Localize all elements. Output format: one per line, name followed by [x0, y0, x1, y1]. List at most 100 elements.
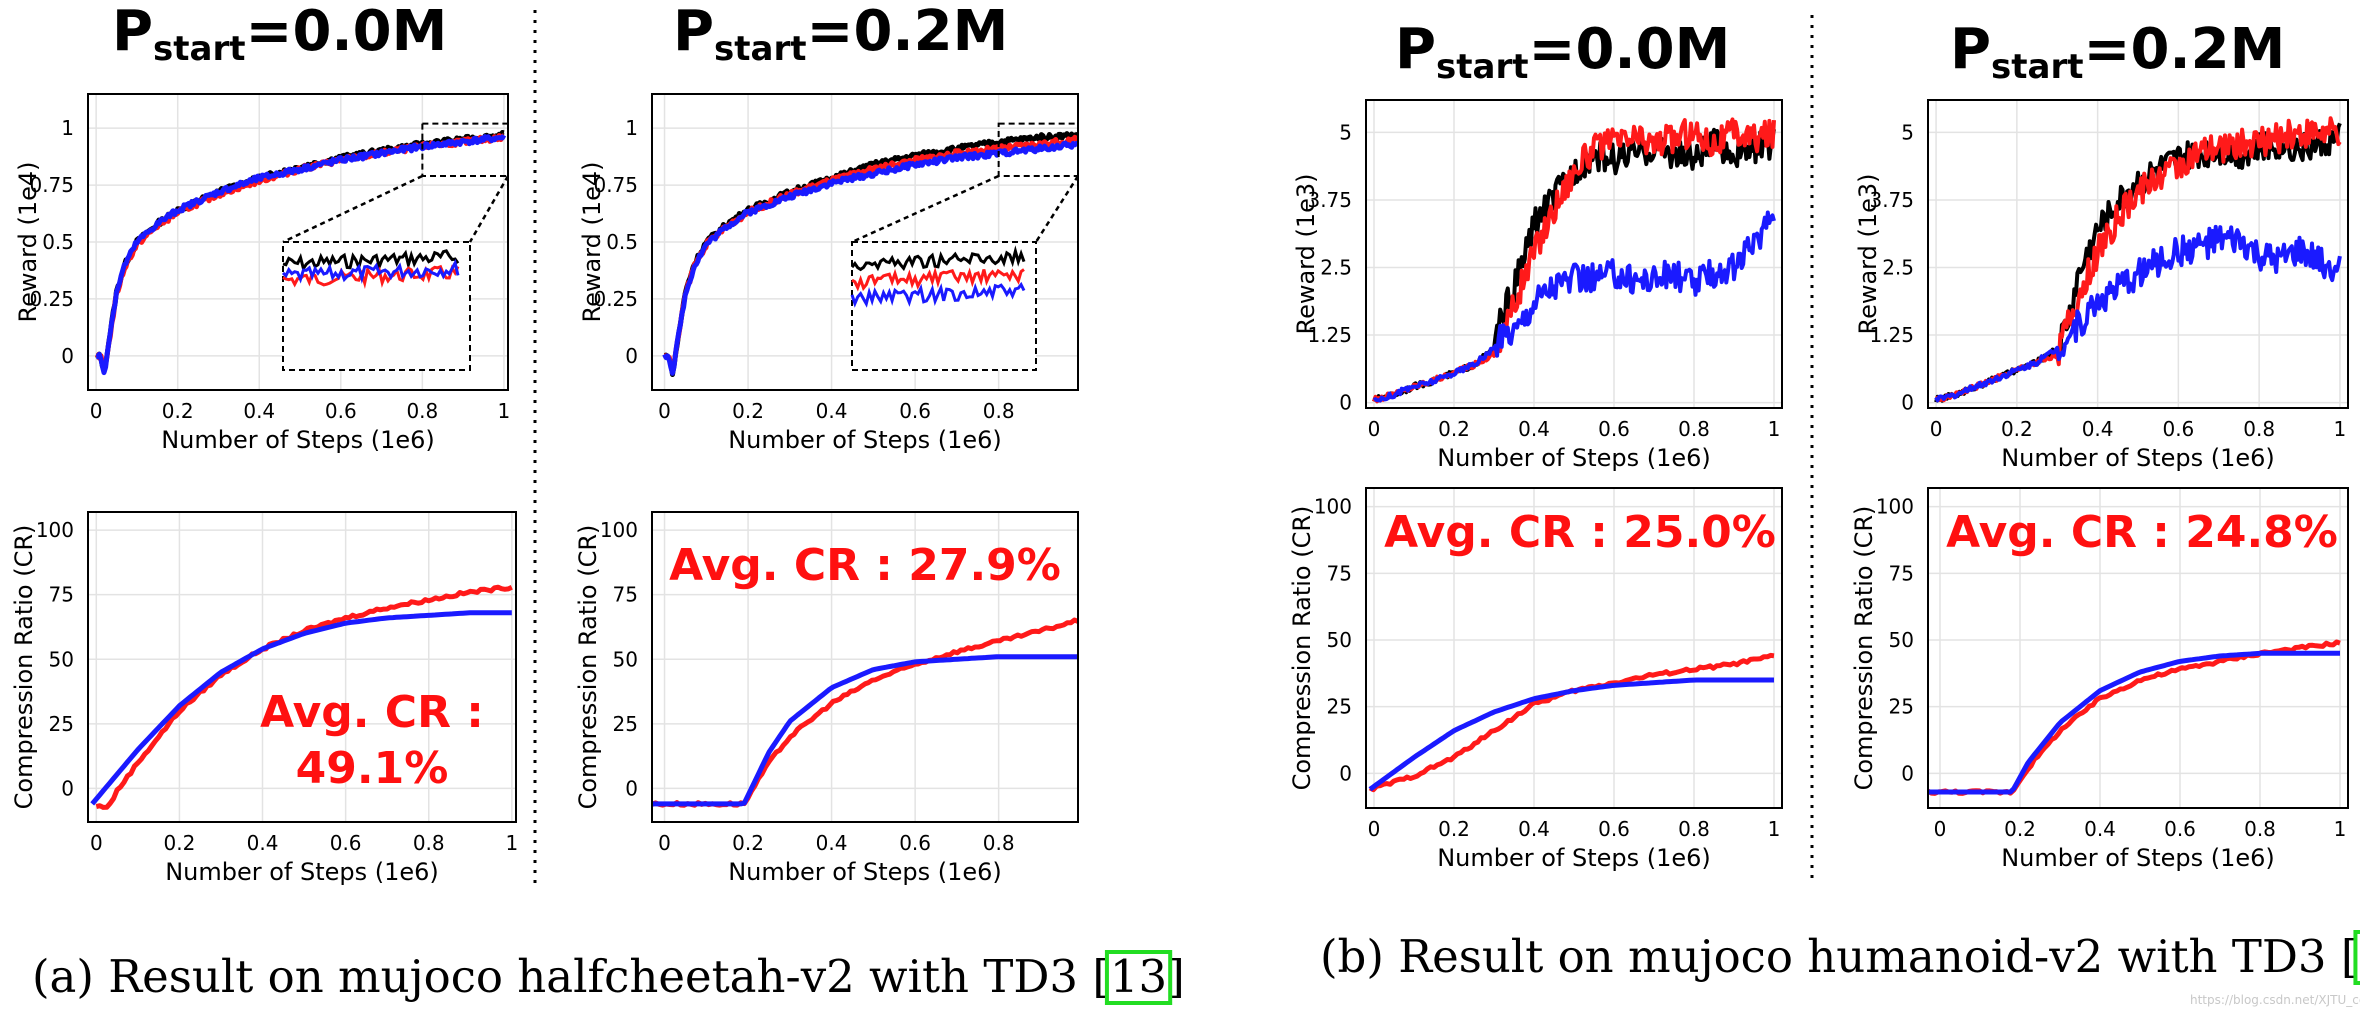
chart-hc-cr-pstart-0: 0 0.2 0.4 0.6 0.8 1 0 25 50 75 100 Number of Steps …	[10, 511, 518, 886]
x-tick-label: 0	[1368, 817, 1381, 841]
y-tick-label: 0.75	[593, 173, 638, 197]
x-tick-label: 0.8	[983, 831, 1015, 855]
series-line-red	[652, 617, 1078, 808]
zoom-connector	[282, 174, 423, 244]
y-tick-label: 25	[1327, 695, 1352, 719]
y-tick-label: 50	[49, 647, 74, 671]
series-line-blue	[1934, 224, 2342, 403]
x-tick-label: 0	[1930, 417, 1943, 441]
citation-ref[interactable]: 13	[1110, 950, 1167, 1003]
x-tick-label: 0.6	[899, 831, 931, 855]
chart-hu-reward-pstart-0: 0 0.2 0.4 0.6 0.8 1 0 1.25 2.5 3.75 5 Number of Ste…	[1292, 99, 1783, 472]
x-axis-label: Number of Steps (1e6)	[1437, 844, 1711, 872]
y-tick-label: 0	[1901, 761, 1914, 785]
y-axis-label: Reward (1e3)	[1292, 173, 1320, 334]
x-axis-label: Number of Steps (1e6)	[1437, 444, 1711, 472]
y-tick-label: 0.25	[593, 287, 638, 311]
avg-cr-annotation: Avg. CR : 25.0%	[1384, 507, 1776, 558]
y-tick-label: 100	[1314, 495, 1352, 519]
zoom-inset	[850, 122, 1080, 371]
chart-hc-reward-pstart-0: 0 0.2 0.4 0.6 0.8 1 0 0.25 0.5 0.75 1 Number of Ste…	[14, 93, 510, 454]
avg-cr-annotation: Avg. CR : 27.9%	[669, 540, 1061, 591]
series-line-blue	[662, 140, 1078, 376]
y-tick-label: 100	[1876, 495, 1914, 519]
zoom-connector	[851, 174, 1000, 244]
x-tick-label: 0.8	[1678, 817, 1710, 841]
y-axis-label: Compression Ratio (CR)	[574, 525, 602, 810]
y-tick-label: 2.5	[1882, 256, 1914, 280]
series-group	[1934, 116, 2342, 403]
series-line-blue	[652, 654, 1078, 807]
x-tick-label: 0.2	[732, 831, 764, 855]
caption-b: (b) Result on mujoco humanoid-v2 with TD…	[1320, 930, 2360, 985]
chart-hc-cr-pstart-02: 0 0.2 0.4 0.6 0.8 0 25 50 75 100 Number of Steps (…	[574, 511, 1079, 886]
column-title-hu-0: Pstart=0.0M	[1395, 17, 1730, 87]
y-tick-label: 0.25	[29, 287, 74, 311]
x-tick-label: 0.8	[413, 831, 445, 855]
avg-cr-annotation: Avg. CR :	[260, 687, 484, 738]
y-tick-label: 100	[36, 518, 74, 542]
svg-text:Pstart=0.0M: Pstart=0.0M	[112, 0, 447, 69]
x-tick-label: 1	[2334, 417, 2347, 441]
chart-hu-cr-pstart-0: 0 0.2 0.4 0.6 0.8 1 0 25 50 75 100 Number of Steps …	[1288, 487, 1783, 872]
zoom-source-box	[997, 122, 1079, 177]
x-axis-label: Number of Steps (1e6)	[728, 858, 1002, 886]
y-tick-label: 0	[625, 344, 638, 368]
x-axis-label: Number of Steps (1e6)	[2001, 844, 2275, 872]
grid	[88, 512, 516, 822]
y-tick-label: 3.75	[1307, 188, 1352, 212]
series-group	[95, 130, 507, 376]
x-tick-label: 0	[1368, 417, 1381, 441]
y-tick-label: 3.75	[1869, 188, 1914, 212]
plot-frame	[651, 93, 1079, 391]
x-axis-label: Number of Steps (1e6)	[161, 426, 435, 454]
y-tick-label: 0	[625, 776, 638, 800]
y-tick-label: 0	[61, 344, 74, 368]
y-tick-label: 75	[1889, 561, 1914, 585]
y-tick-label: 0	[1339, 391, 1352, 415]
x-tick-label: 1	[1768, 417, 1781, 441]
caption-a: (a) Result on mujoco halfcheetah-v2 with…	[32, 950, 1185, 1005]
column-title-hc-0: Pstart=0.0M	[112, 0, 447, 69]
plot-frame	[651, 511, 1079, 823]
series-line-blue	[95, 133, 507, 376]
y-tick-label: 1	[625, 116, 638, 140]
y-axis-label: Reward (1e4)	[578, 161, 606, 322]
plot-frame	[1365, 99, 1783, 409]
x-tick-label: 0.4	[2084, 817, 2116, 841]
series-group	[90, 584, 513, 810]
avg-cr-annotation: Avg. CR : 24.8%	[1946, 507, 2338, 558]
x-tick-label: 0.8	[1678, 417, 1710, 441]
y-tick-label: 50	[1327, 628, 1352, 652]
grid	[1366, 488, 1782, 808]
y-tick-label: 5	[1339, 120, 1352, 144]
column-title-hu-2: Pstart=0.2M	[1950, 17, 2285, 87]
chart-hc-reward-pstart-02: 0 0.2 0.4 0.6 0.8 0 0.25 0.5 0.75 1 Number of Step…	[578, 93, 1080, 454]
citation-ref-box	[2353, 930, 2360, 985]
zoom-series-red	[851, 266, 1025, 292]
zoom-series-black	[282, 249, 460, 273]
zoom-source-box	[421, 122, 509, 177]
series-group	[662, 131, 1078, 377]
x-tick-label: 0.2	[2004, 817, 2036, 841]
x-tick-label: 0.6	[325, 399, 357, 423]
x-tick-label: 0.8	[2244, 817, 2276, 841]
grid	[1928, 488, 2348, 808]
y-tick-label: 75	[613, 583, 638, 607]
y-tick-label: 50	[1889, 628, 1914, 652]
y-axis-label: Compression Ratio (CR)	[10, 525, 38, 810]
x-tick-label: 0	[90, 399, 103, 423]
watermark: https://blog.csdn.net/XJTU_ccc	[2190, 993, 2360, 1007]
x-tick-label: 0.6	[1598, 417, 1630, 441]
x-tick-label: 0.8	[983, 399, 1015, 423]
citation-ref[interactable]: 13	[2358, 930, 2360, 983]
zoom-inset	[281, 122, 510, 371]
svg-text:(a) Result on mujoco halfcheet: (a) Result on mujoco halfcheetah-v2 with…	[32, 950, 1185, 1003]
series-line-red	[1928, 639, 2341, 796]
zoom-series-black	[850, 245, 1026, 272]
plot-frame	[1365, 487, 1783, 809]
y-tick-label: 100	[600, 518, 638, 542]
y-tick-label: 75	[1327, 561, 1352, 585]
plot-frame	[1927, 487, 2349, 809]
